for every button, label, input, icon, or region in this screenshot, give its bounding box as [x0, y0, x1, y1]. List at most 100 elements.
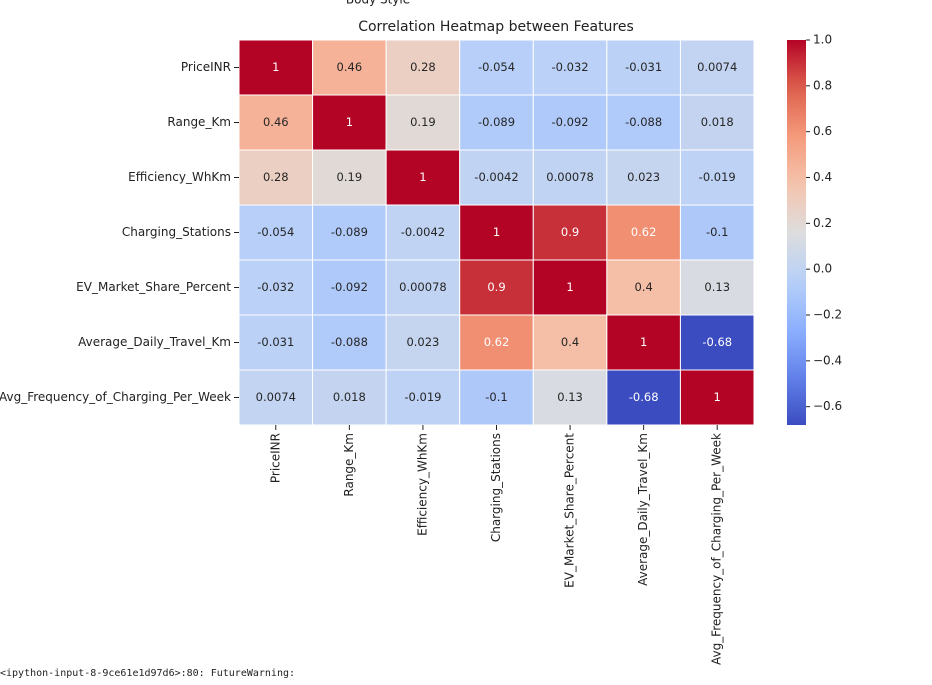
- cell-label: 0.00078: [399, 280, 447, 294]
- cell-label: -0.092: [331, 280, 368, 294]
- cell-label: 0.46: [263, 115, 289, 129]
- x-tick-label: Range_Km: [342, 433, 356, 497]
- cut-label: Body Style: [346, 0, 410, 7]
- heatmap-cell: [679, 314, 755, 371]
- cell-label: -0.032: [552, 60, 589, 74]
- cell-label: 0.19: [410, 115, 436, 129]
- cell-label: 0.4: [634, 280, 652, 294]
- colorbar: [787, 40, 806, 425]
- cell-label: 0.018: [333, 390, 366, 404]
- colorbar-tick-label: 0.2: [813, 216, 832, 230]
- heatmap-cell: [606, 369, 681, 426]
- cell-label: -0.089: [478, 115, 515, 129]
- cell-label: 1: [493, 225, 500, 239]
- heatmap-cell: [459, 39, 534, 96]
- heatmap-cell: [532, 149, 608, 206]
- y-tick-label: PriceINR: [181, 60, 231, 74]
- colorbar-tick-label: 0.8: [813, 78, 832, 92]
- heatmap-cell: [385, 39, 461, 96]
- x-tick-label: Average_Daily_Travel_Km: [636, 433, 650, 586]
- y-tick-label: Efficiency_WhKm: [128, 170, 231, 184]
- cell-label: 0.13: [557, 390, 583, 404]
- colorbar-tick-label: −0.2: [813, 308, 842, 322]
- cell-label: 0.0074: [256, 390, 296, 404]
- cell-label: 0.13: [704, 280, 730, 294]
- y-tick-label: Average_Daily_Travel_Km: [78, 335, 231, 349]
- cell-label: 0.9: [561, 225, 579, 239]
- heatmap-cell: [532, 369, 608, 426]
- cell-label: -0.0042: [474, 170, 518, 184]
- heatmap-cell: [459, 149, 534, 206]
- cell-label: 1: [566, 280, 573, 294]
- cell-label: 0.9: [487, 280, 505, 294]
- heatmap-cell: [312, 39, 387, 96]
- warning-text: <ipython-input-8-9ce61e1d97d6>:80: Futur…: [0, 668, 295, 679]
- cell-label: -0.032: [257, 280, 294, 294]
- cell-label: 1: [419, 170, 426, 184]
- colorbar-tick-label: 0.4: [813, 170, 832, 184]
- cell-label: -0.019: [699, 170, 736, 184]
- heatmap-cell: [312, 314, 387, 371]
- x-tick-label: PriceINR: [268, 433, 282, 483]
- heatmap-cell: [679, 204, 755, 261]
- cell-label: -0.054: [478, 60, 515, 74]
- heatmap-cell: [679, 369, 755, 426]
- heatmap-cell: [385, 259, 461, 316]
- cell-label: 0.28: [263, 170, 289, 184]
- colorbar-tick-label: −0.4: [813, 353, 842, 367]
- heatmap-cell: [238, 204, 314, 261]
- cell-label: -0.019: [404, 390, 441, 404]
- y-tick-label: Avg_Frequency_of_Charging_Per_Week: [0, 390, 231, 404]
- heatmap-cell: [459, 204, 534, 261]
- cell-label: -0.089: [331, 225, 368, 239]
- cell-label: -0.092: [552, 115, 589, 129]
- heatmap-cell: [459, 314, 534, 371]
- heatmap-cell: [679, 94, 755, 151]
- heatmap-cell: [532, 314, 608, 371]
- heatmap-cell: [312, 149, 387, 206]
- cell-label: 0.4: [561, 335, 579, 349]
- chart-title: Correlation Heatmap between Features: [358, 19, 634, 35]
- cell-label: 0.023: [627, 170, 660, 184]
- heatmap-cell: [385, 94, 461, 151]
- colorbar-tick-label: −0.6: [813, 399, 842, 413]
- heatmap-cell: [606, 204, 681, 261]
- heatmap-cell: [238, 369, 314, 426]
- heatmap-cell: [385, 369, 461, 426]
- cell-label: 0.62: [484, 335, 510, 349]
- cell-label: 1: [714, 390, 721, 404]
- heatmap-cell: [238, 314, 314, 371]
- cell-label: 0.28: [410, 60, 436, 74]
- colorbar-tick-label: 0.6: [813, 124, 832, 138]
- heatmap-cell: [385, 149, 461, 206]
- cell-label: -0.68: [702, 335, 732, 349]
- cell-label: -0.031: [625, 60, 662, 74]
- cell-label: -0.68: [629, 390, 659, 404]
- heatmap-cell: [606, 39, 681, 96]
- cell-label: 0.023: [406, 335, 439, 349]
- heatmap-cell: [459, 369, 534, 426]
- x-tick-label: EV_Market_Share_Percent: [563, 433, 577, 588]
- cell-label: -0.088: [625, 115, 662, 129]
- y-tick-label: Charging_Stations: [122, 225, 231, 239]
- heatmap-cell: [606, 149, 681, 206]
- cell-label: -0.054: [257, 225, 294, 239]
- y-tick-label: Range_Km: [167, 115, 231, 129]
- colorbar-tick-label: 1.0: [813, 33, 832, 47]
- cell-label: 0.018: [701, 115, 734, 129]
- cell-label: 1: [640, 335, 647, 349]
- heatmap-cell: [679, 149, 755, 206]
- x-tick-label: Avg_Frequency_of_Charging_Per_Week: [710, 433, 724, 665]
- y-tick-label: EV_Market_Share_Percent: [76, 280, 231, 294]
- cell-label: -0.1: [485, 390, 507, 404]
- x-tick-label: Efficiency_WhKm: [415, 433, 429, 536]
- cell-label: -0.031: [257, 335, 294, 349]
- cell-label: 0.0074: [697, 60, 737, 74]
- cell-label: -0.1: [706, 225, 728, 239]
- cell-label: 0.46: [337, 60, 363, 74]
- heatmap-cell: [532, 94, 608, 151]
- colorbar-tick-label: 0.0: [813, 262, 832, 276]
- x-tick-label: Charging_Stations: [489, 433, 503, 542]
- cell-label: -0.088: [331, 335, 368, 349]
